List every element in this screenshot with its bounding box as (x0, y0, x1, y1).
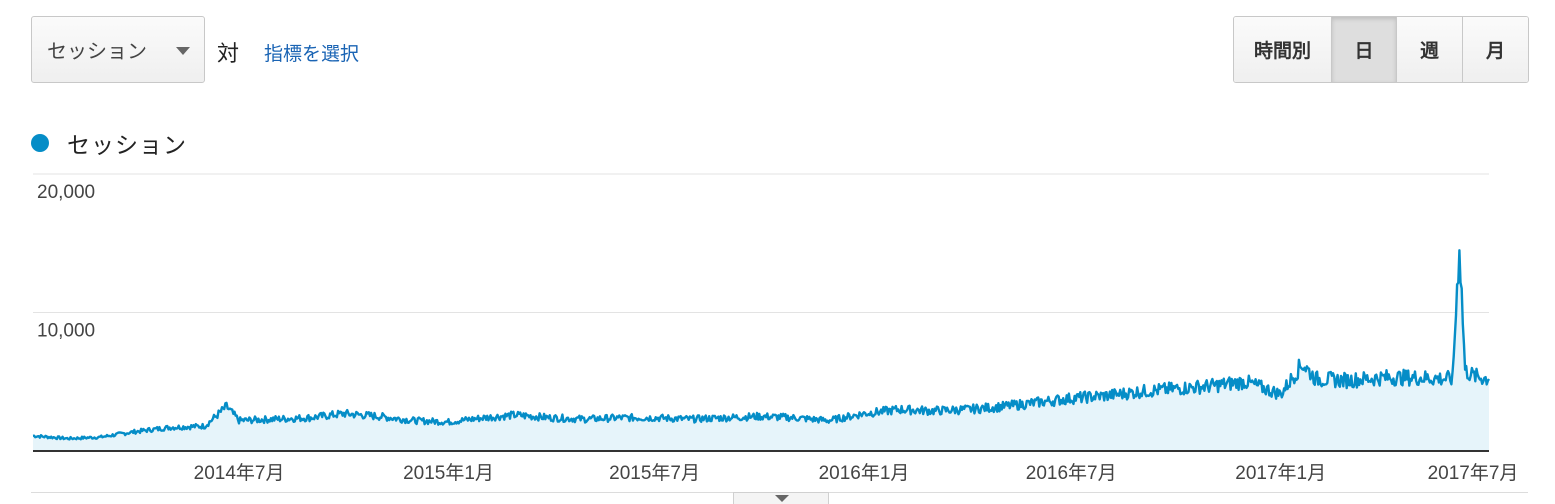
metric-select[interactable]: セッション (31, 16, 205, 83)
x-tick-label: 2015年1月 (403, 462, 494, 484)
legend-entry: セッション (67, 133, 187, 159)
series-line-sessions (32, 249, 1491, 441)
collapse-chart-tab[interactable] (733, 492, 829, 504)
x-tick-label: 2015年7月 (609, 462, 700, 484)
legend-dot-icon (31, 134, 49, 152)
granularity-hourly-button[interactable]: 時間別 (1234, 17, 1331, 82)
vs-label: 対 (217, 42, 240, 67)
y-tick-label: 20,000 (37, 182, 95, 203)
granularity-month-button[interactable]: 月 (1462, 17, 1528, 82)
x-tick-label: 2014年7月 (194, 462, 285, 484)
granularity-day-button[interactable]: 日 (1331, 17, 1396, 82)
x-tick-label: 2017年1月 (1235, 462, 1326, 484)
series-area-sessions (33, 250, 1489, 451)
caret-down-icon (775, 495, 789, 502)
granularity-week-button[interactable]: 週 (1396, 17, 1462, 82)
select-metric-link[interactable]: 指標を選択 (264, 43, 360, 65)
granularity-toggle: 時間別 日 週 月 (1233, 16, 1529, 83)
x-tick-label: 2017年7月 (1428, 462, 1519, 484)
y-tick-label: 10,000 (37, 321, 95, 342)
x-tick-label: 2016年1月 (819, 462, 910, 484)
caret-down-icon (176, 47, 190, 55)
sessions-chart: 10,000 20,000 2014年7月 2015年1月 2015年7月 2016年1月… (32, 173, 1519, 484)
metric-select-label: セッション (47, 39, 147, 63)
x-tick-label: 2016年7月 (1026, 462, 1117, 484)
chart-legend: セッション (31, 126, 187, 160)
